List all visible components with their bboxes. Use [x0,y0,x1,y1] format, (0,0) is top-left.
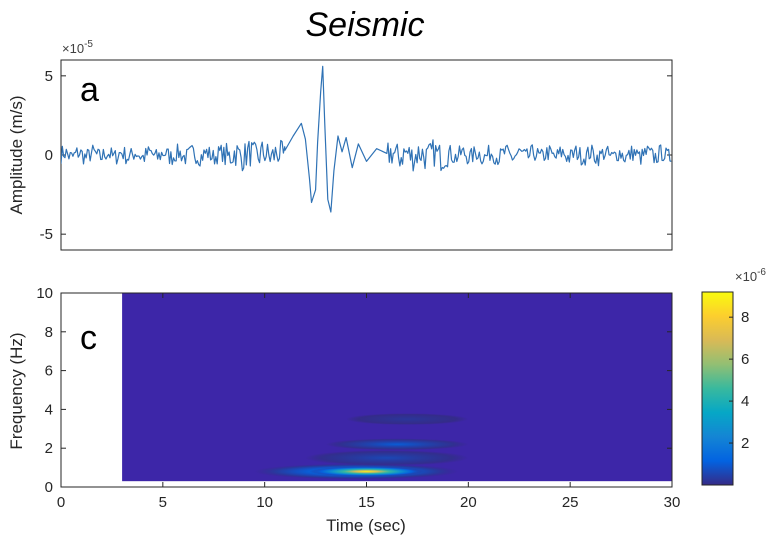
panel-c-y-ticks: 0 2 4 6 8 10 [36,285,672,496]
panel-c-y-tick-label: 0 [45,479,53,496]
panel-c-x-tick-label: 30 [664,494,681,511]
colorbar-ticks: 2 4 6 8 [729,309,749,452]
panel-c-x-tick-label: 25 [562,494,579,511]
velocity-trace [61,65,672,213]
panel-c-x-axis-label: Time (sec) [326,516,406,535]
spectrogram-energy [254,413,469,480]
panel-a-exponent: ×10-5 [62,39,93,56]
panel-c-y-tick-label: 2 [45,440,53,457]
spectrogram-energy-blob [346,413,469,425]
panel-c-x-tick-label: 5 [159,494,167,511]
panel-c-y-axis-label: Frequency (Hz) [7,332,26,449]
spectrogram-energy-blob [305,450,469,466]
panel-c-x-tick-label: 10 [256,494,273,511]
figure-title: Seismic [305,6,424,44]
panel-c-y-tick-label: 6 [45,363,53,380]
panel-a: ×10-5 -5 0 5 Amplitude (m/s) a [7,39,673,251]
panel-c-x-tick-label: 15 [358,494,375,511]
panel-c-x-tick-label: 0 [57,494,65,511]
spectrogram-energy-blob [325,438,469,451]
panel-c-x-ticks: 0 5 10 15 20 25 30 [57,293,681,511]
panel-a-y-tick-label: -5 [40,226,53,243]
colorbar-bar [701,291,734,486]
panel-a-y-axis-label: Amplitude (m/s) [7,95,26,214]
panel-c-label: c [80,319,97,357]
colorbar-tick-label: 8 [741,309,749,326]
colorbar-exponent: ×10-6 [735,267,766,284]
panel-c-y-tick-label: 4 [45,401,53,418]
panel-c-x-tick-label: 20 [460,494,477,511]
panel-c-y-tick-label: 8 [45,324,53,341]
colorbar: ×10-6 2 4 6 8 [701,267,766,486]
panel-a-y-ticks: -5 0 5 [40,68,672,243]
colorbar-tick-label: 2 [741,435,749,452]
spectrogram-energy-blob [309,466,424,477]
panel-c-y-tick-label: 10 [36,285,53,302]
panel-a-label: a [80,71,99,109]
colorbar-tick-label: 6 [741,351,749,368]
panel-a-y-tick-label: 5 [45,68,53,85]
panel-c: 0 5 10 15 20 25 30 0 2 4 6 8 10 Time (sec) Frequenc… [7,267,766,535]
colorbar-tick-label: 4 [741,393,749,410]
panel-a-y-tick-label: 0 [45,147,53,164]
